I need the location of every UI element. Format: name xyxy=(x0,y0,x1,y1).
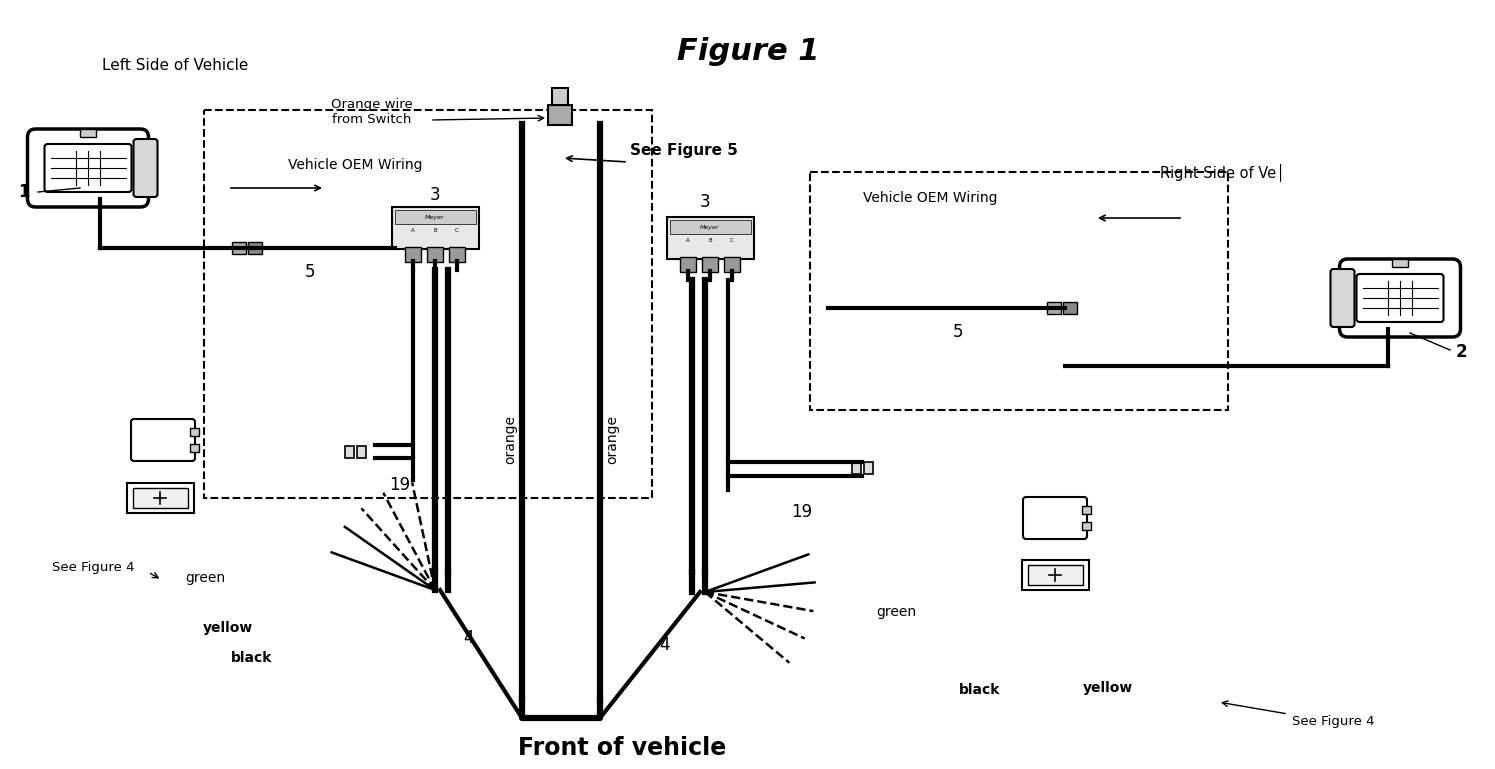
FancyBboxPatch shape xyxy=(127,483,193,513)
Text: 5: 5 xyxy=(305,263,315,281)
Text: 2: 2 xyxy=(1456,343,1468,361)
FancyBboxPatch shape xyxy=(1331,269,1354,327)
Bar xyxy=(190,428,199,436)
FancyBboxPatch shape xyxy=(45,144,132,192)
Bar xyxy=(1082,522,1091,530)
Text: orange: orange xyxy=(605,415,619,464)
Bar xyxy=(232,242,247,254)
FancyBboxPatch shape xyxy=(428,247,443,262)
Bar xyxy=(190,444,199,452)
Text: orange: orange xyxy=(502,415,517,464)
FancyBboxPatch shape xyxy=(703,257,718,272)
Text: See Figure 5: See Figure 5 xyxy=(629,142,739,158)
Text: 4: 4 xyxy=(463,629,474,647)
Bar xyxy=(552,88,568,105)
FancyBboxPatch shape xyxy=(133,488,187,508)
FancyBboxPatch shape xyxy=(667,217,753,259)
Bar xyxy=(81,129,96,137)
Text: Figure 1: Figure 1 xyxy=(677,38,819,66)
FancyBboxPatch shape xyxy=(1021,560,1088,590)
Text: green: green xyxy=(185,571,226,585)
Bar xyxy=(1046,302,1061,314)
FancyBboxPatch shape xyxy=(392,207,478,249)
Text: C: C xyxy=(454,228,459,232)
Text: Meyer: Meyer xyxy=(425,215,444,219)
FancyBboxPatch shape xyxy=(133,139,157,197)
Text: Orange wire
from Switch: Orange wire from Switch xyxy=(330,98,413,126)
Text: 19: 19 xyxy=(791,503,813,521)
Text: 4: 4 xyxy=(659,636,670,654)
Text: B: B xyxy=(709,238,712,242)
Bar xyxy=(1063,302,1076,314)
Text: 5: 5 xyxy=(952,323,963,341)
Text: Meyer: Meyer xyxy=(700,225,719,229)
Text: B: B xyxy=(434,228,437,232)
Text: C: C xyxy=(730,238,734,242)
Text: yellow: yellow xyxy=(203,621,253,635)
FancyBboxPatch shape xyxy=(448,247,465,262)
Text: A: A xyxy=(686,238,689,242)
Text: Vehicle OEM Wiring: Vehicle OEM Wiring xyxy=(863,191,997,205)
FancyBboxPatch shape xyxy=(1027,565,1082,585)
FancyBboxPatch shape xyxy=(132,419,194,461)
Bar xyxy=(395,210,475,224)
Text: Front of vehicle: Front of vehicle xyxy=(517,736,727,760)
Text: 1: 1 xyxy=(18,183,30,201)
FancyBboxPatch shape xyxy=(724,257,740,272)
FancyBboxPatch shape xyxy=(27,129,148,207)
Text: 3: 3 xyxy=(429,186,441,204)
Bar xyxy=(345,446,354,458)
Bar xyxy=(852,462,861,474)
FancyBboxPatch shape xyxy=(680,257,697,272)
Text: 3: 3 xyxy=(700,193,710,211)
FancyBboxPatch shape xyxy=(1023,497,1087,539)
FancyBboxPatch shape xyxy=(1340,259,1461,337)
Bar xyxy=(670,220,750,234)
Bar xyxy=(549,105,573,125)
Text: yellow: yellow xyxy=(1082,681,1133,695)
Bar xyxy=(357,446,366,458)
Bar xyxy=(248,242,262,254)
Text: 19: 19 xyxy=(389,476,411,494)
FancyBboxPatch shape xyxy=(1356,274,1444,322)
Text: Right Side of Ve│: Right Side of Ve│ xyxy=(1160,163,1284,181)
Text: black: black xyxy=(960,683,1000,697)
Text: black: black xyxy=(232,651,272,665)
Bar xyxy=(864,462,873,474)
Text: green: green xyxy=(876,605,916,619)
Bar xyxy=(1082,506,1091,514)
Bar xyxy=(1392,259,1408,267)
Text: A: A xyxy=(411,228,416,232)
Text: See Figure 4: See Figure 4 xyxy=(52,561,135,574)
FancyBboxPatch shape xyxy=(405,247,422,262)
Text: See Figure 4: See Figure 4 xyxy=(1292,715,1374,728)
Text: Left Side of Vehicle: Left Side of Vehicle xyxy=(102,58,248,72)
Text: Vehicle OEM Wiring: Vehicle OEM Wiring xyxy=(287,158,422,172)
